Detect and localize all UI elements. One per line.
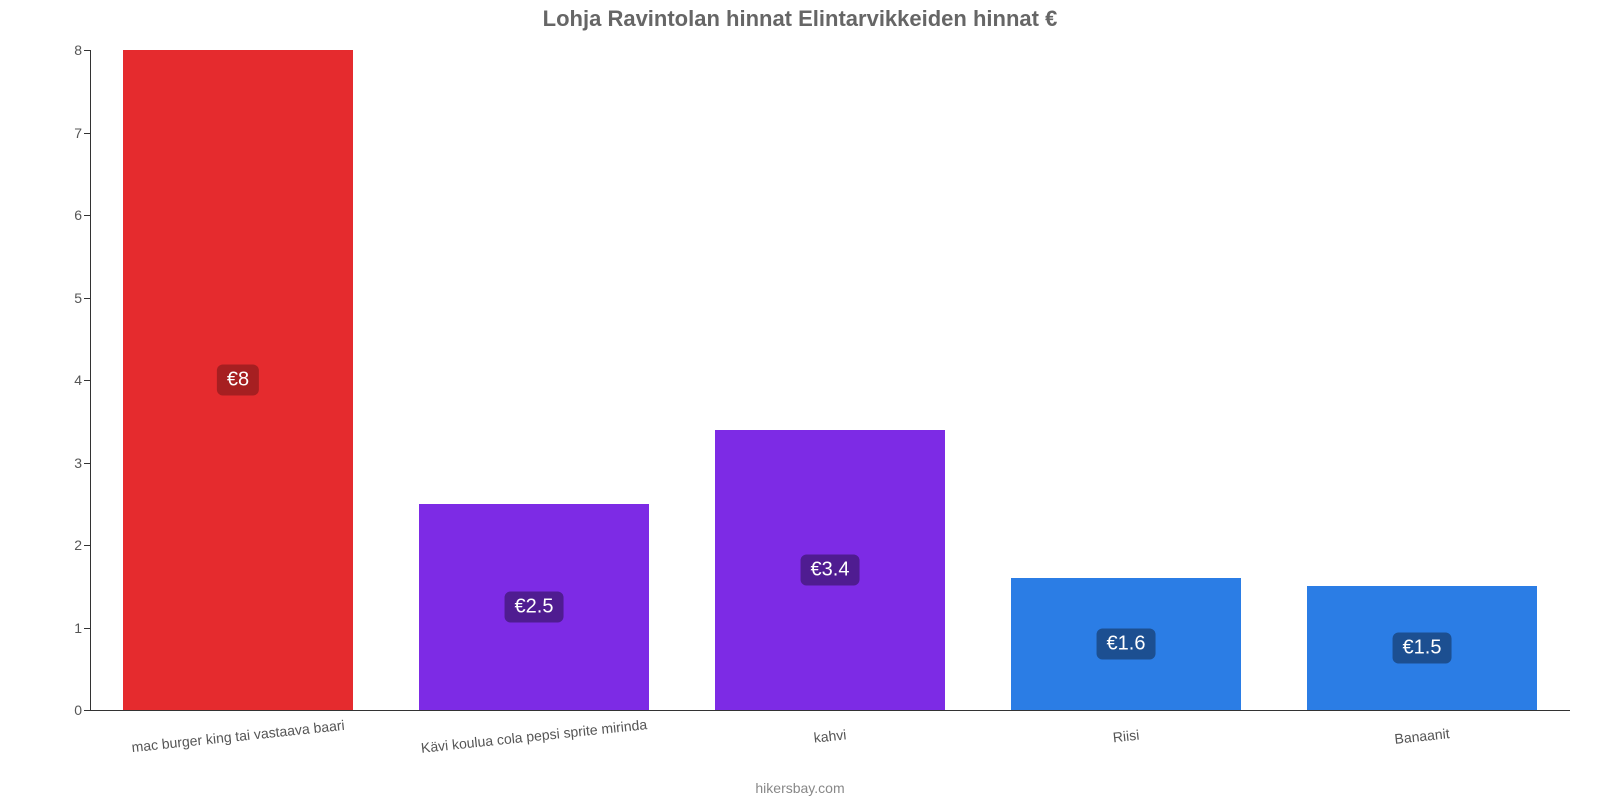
x-tick-label: Kävi koulua cola pepsi sprite mirinda: [420, 716, 648, 756]
x-axis: [90, 710, 1570, 711]
y-axis: [90, 50, 91, 710]
y-tick-label: 1: [74, 620, 90, 636]
x-tick-label: Riisi: [1112, 727, 1140, 746]
y-tick-label: 4: [74, 372, 90, 388]
value-badge: €3.4: [801, 554, 860, 585]
y-tick-label: 7: [74, 125, 90, 141]
x-tick-label: kahvi: [813, 726, 847, 745]
y-tick-label: 0: [74, 702, 90, 718]
y-tick-label: 2: [74, 537, 90, 553]
value-badge: €8: [217, 365, 259, 396]
y-tick-label: 3: [74, 455, 90, 471]
x-tick-label: Banaanit: [1394, 725, 1451, 747]
y-tick-label: 8: [74, 42, 90, 58]
value-badge: €1.5: [1393, 633, 1452, 664]
value-badge: €2.5: [505, 591, 564, 622]
y-tick-label: 6: [74, 207, 90, 223]
chart-footer: hikersbay.com: [0, 780, 1600, 796]
chart-title: Lohja Ravintolan hinnat Elintarvikkeiden…: [0, 6, 1600, 32]
y-tick-label: 5: [74, 290, 90, 306]
x-tick-label: mac burger king tai vastaava baari: [131, 717, 346, 755]
value-badge: €1.6: [1097, 629, 1156, 660]
plot-area: 012345678€8mac burger king tai vastaava …: [90, 50, 1570, 710]
chart-container: Lohja Ravintolan hinnat Elintarvikkeiden…: [0, 0, 1600, 800]
